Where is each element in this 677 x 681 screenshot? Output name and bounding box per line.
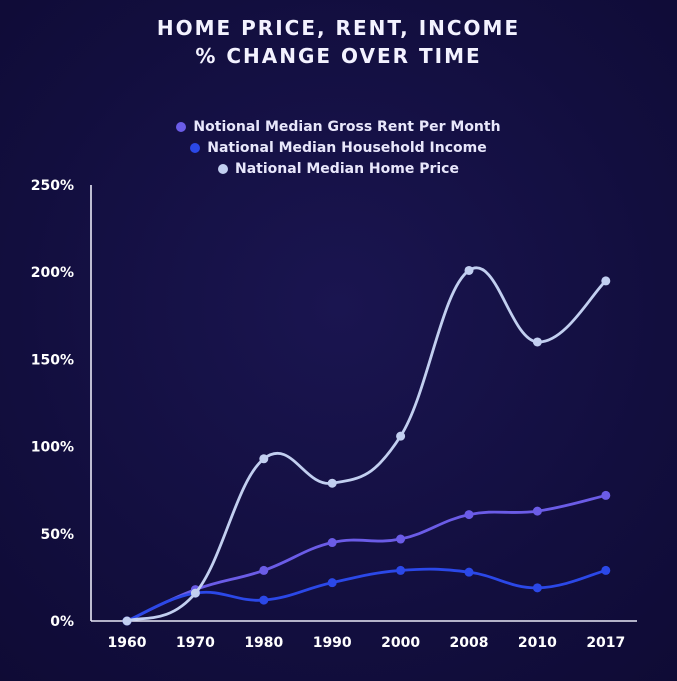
series-line-home-price — [125, 266, 608, 623]
data-point-income — [532, 583, 542, 593]
chart-legend: Notional Median Gross Rent Per Month Nat… — [0, 116, 677, 179]
legend-item-income: National Median Household Income — [0, 137, 677, 158]
y-tick-label: 100% — [31, 440, 74, 456]
legend-marker-income — [190, 142, 201, 153]
chart-title-line-1: HOME PRICE, RENT, INCOME — [156, 16, 521, 40]
data-point-income — [327, 578, 337, 588]
data-point-rent — [601, 490, 611, 500]
x-tick-label: 2017 — [586, 635, 625, 651]
data-point-home-price — [259, 454, 269, 464]
chart-title: HOME PRICE, RENT, INCOME % CHANGE OVER T… — [0, 14, 677, 70]
y-tick-label: 150% — [31, 352, 74, 368]
chart-title-line-2: % CHANGE OVER TIME — [195, 44, 482, 68]
x-tick-label: 1980 — [244, 635, 283, 651]
data-point-home-price — [122, 616, 132, 626]
y-tick-label: 200% — [31, 265, 74, 281]
data-point-rent — [464, 510, 474, 520]
data-point-home-price — [396, 431, 406, 441]
data-point-income — [601, 565, 611, 575]
x-tick-label: 2008 — [450, 635, 489, 651]
y-tick-label: 50% — [40, 527, 74, 543]
legend-item-home-price: National Median Home Price — [0, 158, 677, 179]
legend-marker-home-price — [218, 163, 229, 174]
data-point-income — [259, 595, 269, 605]
legend-label-rent: Notional Median Gross Rent Per Month — [193, 118, 501, 135]
x-tick-label: 2010 — [518, 635, 557, 651]
y-tick-label: 0% — [50, 614, 74, 630]
series-line-rent — [125, 494, 608, 623]
legend-marker-rent — [176, 121, 187, 132]
x-tick-label: 1960 — [108, 635, 147, 651]
data-point-rent — [532, 506, 542, 516]
data-point-rent — [327, 538, 337, 548]
data-point-rent — [259, 565, 269, 575]
data-point-home-price — [327, 478, 337, 488]
x-tick-label: 1970 — [176, 635, 215, 651]
series-line-income — [125, 567, 608, 623]
legend-label-income: National Median Household Income — [207, 139, 487, 156]
data-point-home-price — [464, 265, 474, 275]
data-point-home-price — [532, 337, 542, 347]
data-point-rent — [396, 534, 406, 544]
x-tick-label: 1990 — [313, 635, 352, 651]
x-tick-label: 2000 — [381, 635, 420, 651]
data-point-income — [396, 565, 406, 575]
data-point-home-price — [601, 276, 611, 286]
data-point-home-price — [190, 588, 200, 598]
legend-item-rent: Notional Median Gross Rent Per Month — [0, 116, 677, 137]
y-tick-label: 250% — [31, 178, 74, 194]
data-point-income — [464, 567, 474, 577]
legend-label-home-price: National Median Home Price — [235, 160, 459, 177]
